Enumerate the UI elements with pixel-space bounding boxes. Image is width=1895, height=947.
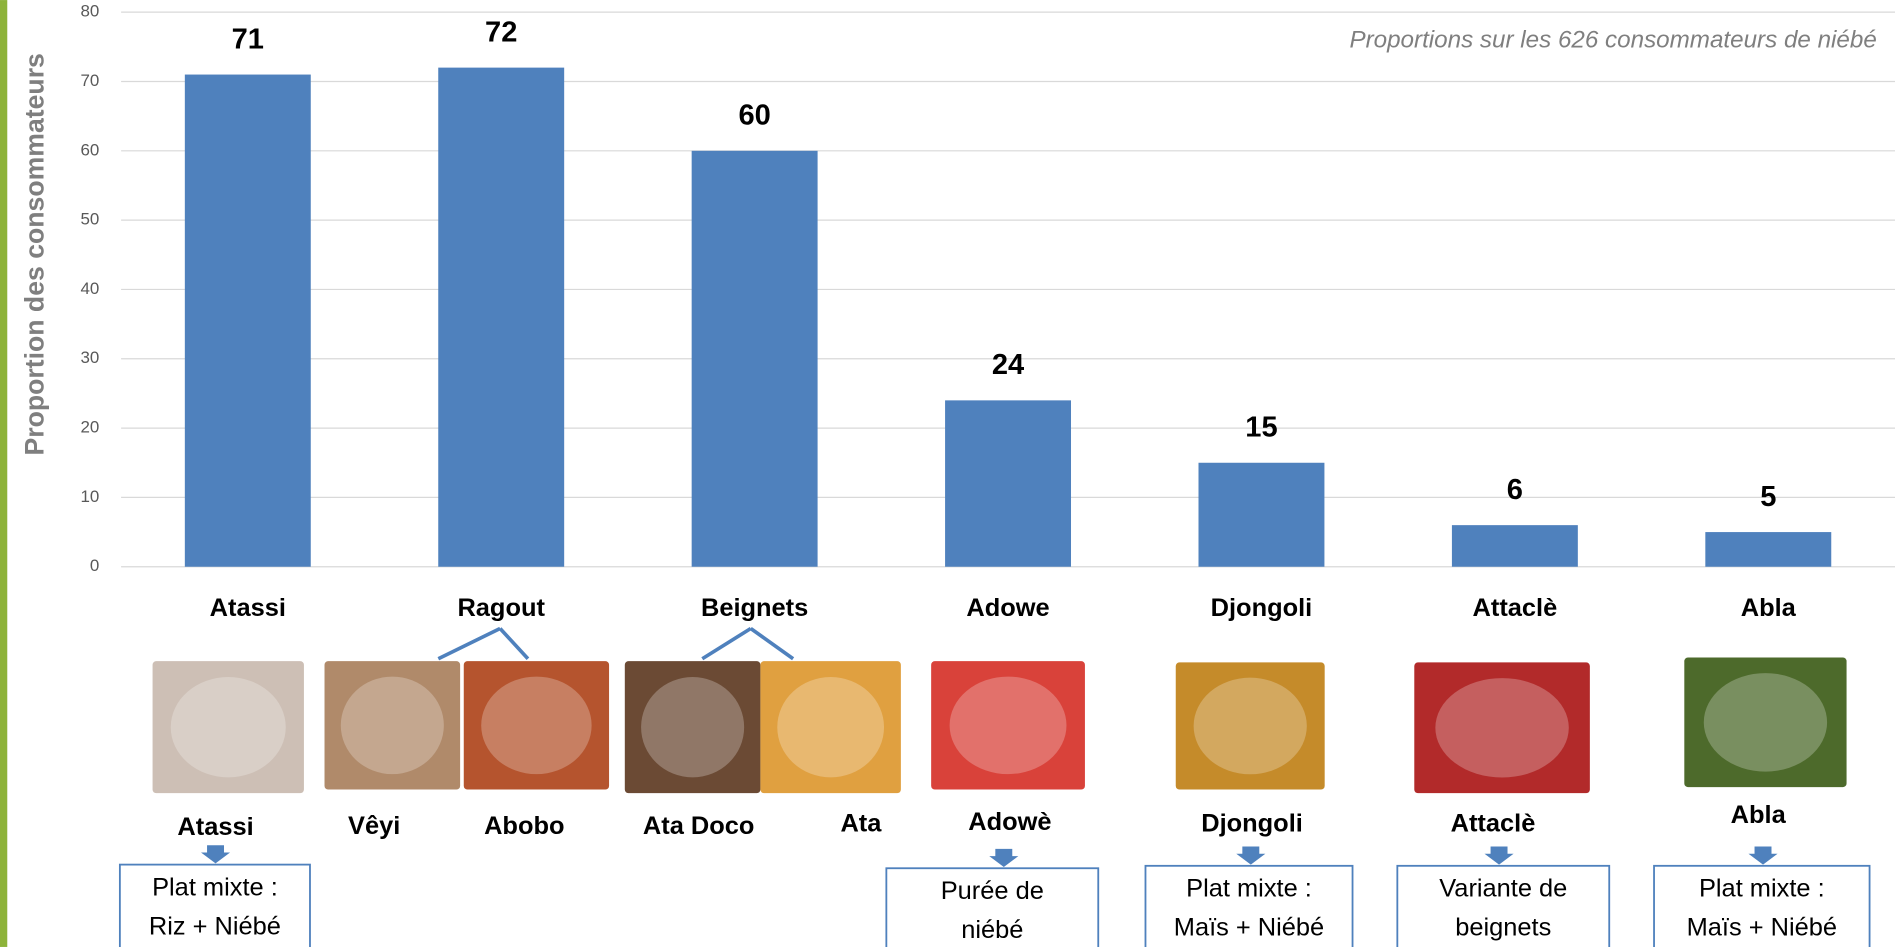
photo-label: Vêyi <box>348 812 400 840</box>
photo-plate <box>171 677 286 777</box>
photo-plate <box>777 677 884 777</box>
value-label: 71 <box>232 23 264 55</box>
bar <box>438 68 564 567</box>
x-tick-label: Attaclè <box>1473 594 1558 622</box>
down-arrow <box>989 849 1018 867</box>
bar <box>1452 525 1578 567</box>
value-label: 6 <box>1507 474 1523 506</box>
note-text: beignets <box>1455 914 1551 942</box>
down-arrow <box>1748 846 1777 864</box>
note-text: Plat mixte : <box>1186 875 1312 903</box>
photo-plate <box>1435 678 1568 777</box>
chart: Proportion des consommateurs Proportions… <box>0 0 1895 947</box>
y-tick-label: 60 <box>80 140 99 159</box>
photo-label: Ata Doco <box>643 812 755 840</box>
photo-plate <box>1194 678 1307 775</box>
photo-plate <box>341 677 444 775</box>
x-tick-label: Beignets <box>701 594 808 622</box>
photo-label: Abobo <box>484 812 564 840</box>
bar <box>692 151 818 567</box>
y-tick-label: 70 <box>80 71 99 90</box>
y-tick-label: 10 <box>80 487 99 506</box>
y-tick-label: 40 <box>80 279 99 298</box>
annotation: Proportions sur les 626 consommateurs de… <box>1349 27 1876 54</box>
photo-label: Attaclè <box>1451 809 1536 837</box>
note-text: niébé <box>961 916 1023 944</box>
x-tick-label: Djongoli <box>1211 594 1313 622</box>
bar <box>1198 463 1324 567</box>
x-tick-label: Atassi <box>210 594 286 622</box>
photo-label: Adowè <box>968 808 1051 836</box>
photo-label: Abla <box>1731 801 1787 829</box>
bar <box>945 400 1071 566</box>
note-text: Maïs + Niébé <box>1687 914 1837 942</box>
photo-plate <box>481 677 591 775</box>
value-label: 5 <box>1760 481 1776 513</box>
bar <box>1705 532 1831 567</box>
note-text: Riz + Niébé <box>149 912 281 940</box>
x-tick-label: Abla <box>1741 594 1797 622</box>
y-axis-title: Proportion des consommateurs <box>19 53 49 455</box>
down-arrow <box>1485 846 1514 864</box>
y-tick-label: 50 <box>80 210 99 229</box>
photo-label: Djongoli <box>1201 809 1303 837</box>
photo-plate <box>1704 673 1827 771</box>
note-text: Plat mixte : <box>152 874 278 902</box>
photo-plate <box>641 677 744 777</box>
value-label: 72 <box>485 16 517 48</box>
arrows <box>438 628 793 658</box>
photo-label: Ata <box>840 809 882 837</box>
value-label: 60 <box>738 100 770 132</box>
photo-label: Atassi <box>177 813 253 841</box>
bar <box>185 75 311 567</box>
note-text: Purée de <box>941 877 1044 905</box>
y-tick-label: 0 <box>90 556 99 575</box>
x-tick-label: Adowe <box>966 594 1049 622</box>
y-tick-label: 20 <box>80 418 99 437</box>
down-arrow <box>201 845 230 863</box>
photo-plate <box>950 677 1067 775</box>
note-text: Maïs + Niébé <box>1174 914 1324 942</box>
value-label: 24 <box>992 349 1024 381</box>
note-text: Plat mixte : <box>1699 875 1825 903</box>
note-text: Variante de <box>1439 875 1567 903</box>
value-label: 15 <box>1245 412 1277 444</box>
y-tick-label: 80 <box>80 2 99 21</box>
y-tick-label: 30 <box>80 348 99 367</box>
side-strip <box>0 0 7 947</box>
x-tick-label: Ragout <box>457 594 545 622</box>
down-arrow <box>1236 846 1265 864</box>
